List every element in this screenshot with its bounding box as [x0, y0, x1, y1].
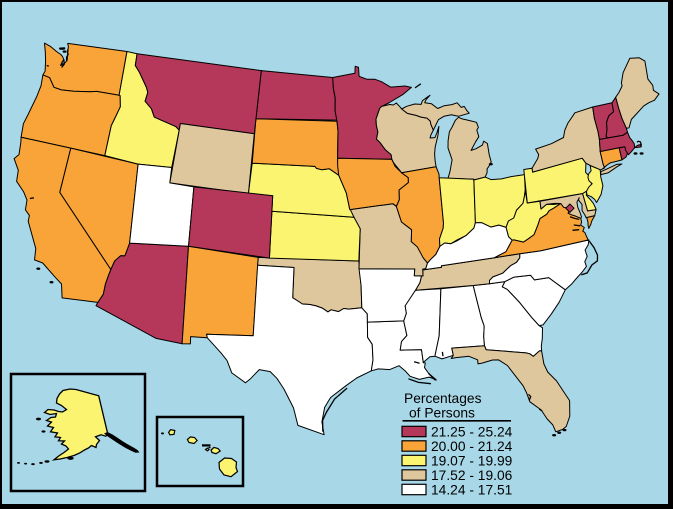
svg-text:Percentages: Percentages: [404, 391, 482, 406]
svg-text:14.24 - 17.51: 14.24 - 17.51: [431, 482, 512, 497]
svg-text:20.00 - 21.24: 20.00 - 21.24: [431, 439, 513, 454]
svg-text:21.25 - 25.24: 21.25 - 25.24: [431, 424, 513, 439]
svg-text:19.07 - 19.99: 19.07 - 19.99: [431, 453, 513, 468]
svg-text:of Persons: of Persons: [409, 406, 475, 421]
svg-text:17.52 - 19.06: 17.52 - 19.06: [431, 468, 513, 483]
